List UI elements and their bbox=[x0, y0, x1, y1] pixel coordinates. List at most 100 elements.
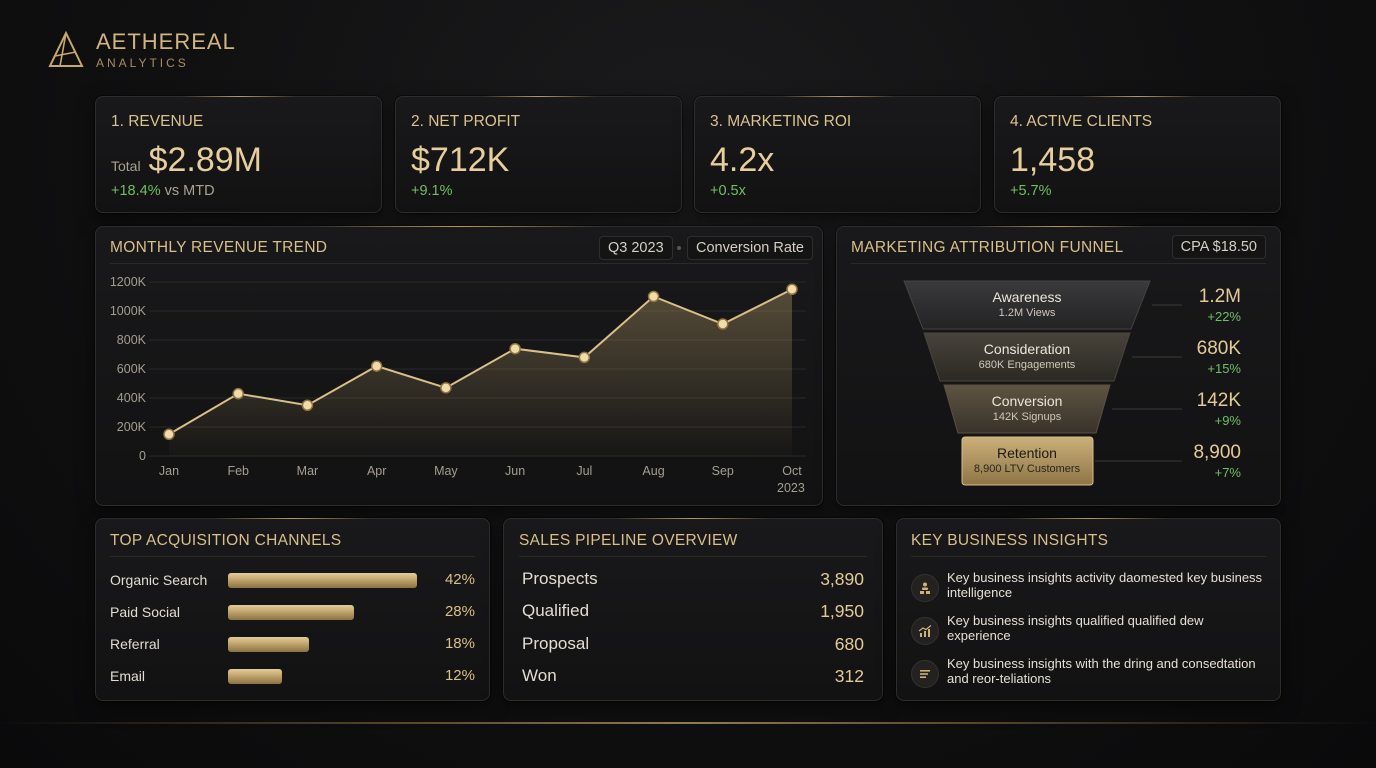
pipeline-stage: Qualified bbox=[522, 601, 590, 620]
channel-bar bbox=[228, 605, 354, 620]
data-point bbox=[301, 399, 314, 411]
funnel-stage-name: Consideration bbox=[983, 341, 1071, 357]
data-point bbox=[232, 387, 244, 400]
data-point bbox=[647, 290, 660, 303]
y-tick-label: 600K bbox=[117, 362, 147, 376]
panel-title: TOP ACQUISITION CHANNELS bbox=[110, 532, 342, 549]
x-axis-year: 2023 bbox=[777, 481, 805, 495]
data-point bbox=[163, 428, 175, 440]
x-tick-label: Apr bbox=[367, 464, 386, 478]
channel-percent: 12% bbox=[444, 667, 475, 684]
x-tick-label: Jan bbox=[159, 464, 179, 478]
data-point bbox=[509, 342, 521, 355]
funnel-stage-name: Conversion bbox=[991, 393, 1063, 409]
funnel-stage-awareness bbox=[903, 280, 1151, 330]
pipeline-row[interactable]: Prospects 3,890 bbox=[522, 569, 864, 593]
funnel-stage-name: Retention bbox=[997, 445, 1057, 461]
y-tick-label: 0 bbox=[139, 449, 146, 463]
series-line bbox=[168, 288, 793, 436]
insight-item[interactable]: Key business insights qualified qualifie… bbox=[911, 613, 1266, 649]
kpi-card-revenue[interactable]: 1. REVENUE Total $2.89M +18.4% vs MTD bbox=[95, 96, 382, 213]
brand-subtitle: ANALYTICS bbox=[96, 56, 189, 70]
kpi-card-net-profit[interactable]: 2. NET PROFIT $712K +9.1% bbox=[395, 96, 682, 213]
channel-row[interactable]: Referral 18% bbox=[110, 634, 475, 654]
panel-divider bbox=[851, 263, 1266, 264]
kpi-value: 4.2x bbox=[710, 141, 775, 179]
pipeline-value: 680 bbox=[834, 634, 864, 654]
panel-title: MARKETING ATTRIBUTION FUNNEL bbox=[851, 239, 1124, 256]
cpa-badge: CPA $18.50 bbox=[1171, 235, 1266, 259]
funnel-label-retention: Retention 8,900 LTV Customers bbox=[947, 445, 1107, 475]
funnel-value-retention: 8,900 +7% bbox=[1151, 442, 1241, 480]
brand-name: AETHEREAL bbox=[96, 29, 236, 54]
funnel-shape bbox=[903, 280, 1182, 486]
decorative-glow-line bbox=[0, 722, 1376, 724]
x-tick-label: Aug bbox=[642, 464, 664, 478]
kpi-card-marketing-roi[interactable]: 3. MARKETING ROI 4.2x +0.5x bbox=[694, 96, 981, 213]
data-point bbox=[578, 351, 591, 364]
channel-row[interactable]: Paid Social 28% bbox=[110, 602, 475, 622]
x-tick-label: Jun bbox=[505, 464, 525, 478]
pipeline-row[interactable]: Won 312 bbox=[522, 666, 864, 690]
people-icon bbox=[911, 574, 939, 602]
x-tick-label: Feb bbox=[227, 464, 249, 478]
brand-logo[interactable]: AETHEREAL ANALYTICS bbox=[46, 30, 236, 70]
pipeline-value: 312 bbox=[834, 666, 864, 686]
funnel-label-consideration: Consideration 680K Engagements bbox=[947, 341, 1107, 371]
y-tick-label: 400K bbox=[117, 391, 147, 405]
funnel-value: 142K bbox=[1196, 390, 1241, 411]
x-tick-label: Jul bbox=[576, 464, 592, 478]
period-selector[interactable]: Q3 2023 bbox=[599, 236, 673, 260]
insight-item[interactable]: Key business insights activity daomested… bbox=[911, 570, 1266, 606]
kpi-label: 4. ACTIVE CLIENTS bbox=[1010, 113, 1153, 130]
acquisition-channels-panel: TOP ACQUISITION CHANNELS Organic Search … bbox=[95, 518, 490, 701]
list-icon bbox=[911, 660, 939, 688]
channel-row[interactable]: Organic Search 42% bbox=[110, 570, 475, 590]
funnel-delta: +9% bbox=[1214, 413, 1241, 428]
panel-divider bbox=[519, 556, 867, 557]
kpi-delta: +18.4% bbox=[111, 183, 161, 199]
funnel-delta: +7% bbox=[1214, 465, 1241, 480]
y-tick-label: 200K bbox=[117, 420, 147, 434]
x-tick-label: Oct bbox=[782, 464, 802, 478]
channel-percent: 18% bbox=[444, 635, 475, 652]
attribution-funnel-panel: MARKETING ATTRIBUTION FUNNEL CPA $18.50 … bbox=[836, 226, 1281, 506]
channel-name: Referral bbox=[110, 636, 160, 652]
insight-item[interactable]: Key business insights with the dring and… bbox=[911, 656, 1266, 692]
pipeline-row[interactable]: Proposal 680 bbox=[522, 634, 864, 658]
channel-row[interactable]: Email 12% bbox=[110, 666, 475, 686]
pipeline-row[interactable]: Qualified 1,950 bbox=[522, 601, 864, 625]
separator-dot bbox=[677, 246, 681, 250]
y-tick-label: 1200K bbox=[110, 275, 147, 289]
channel-percent: 28% bbox=[444, 603, 475, 620]
growth-chart-icon bbox=[911, 617, 939, 645]
data-point bbox=[717, 318, 729, 330]
funnel-value: 680K bbox=[1196, 338, 1241, 359]
funnel-label-awareness: Awareness 1.2M Views bbox=[947, 289, 1107, 319]
y-tick-label: 1000K bbox=[110, 304, 147, 318]
data-point bbox=[370, 360, 383, 372]
funnel-stage-name: Awareness bbox=[992, 289, 1062, 305]
x-tick-label: Sep bbox=[712, 464, 734, 478]
funnel-value-awareness: 1.2M +22% bbox=[1151, 286, 1241, 324]
channel-bar bbox=[228, 669, 282, 684]
metric-selector[interactable]: Conversion Rate bbox=[687, 236, 813, 260]
funnel-stage-sub: 8,900 LTV Customers bbox=[973, 463, 1081, 475]
kpi-card-active-clients[interactable]: 4. ACTIVE CLIENTS 1,458 +5.7% bbox=[994, 96, 1281, 213]
channel-percent: 42% bbox=[444, 571, 475, 588]
pipeline-value: 3,890 bbox=[820, 569, 864, 589]
data-point bbox=[786, 283, 798, 295]
panel-title: KEY BUSINESS INSIGHTS bbox=[911, 532, 1109, 549]
kpi-delta: +9.1% bbox=[411, 183, 453, 199]
kpi-delta: +5.7% bbox=[1010, 183, 1052, 199]
insight-text: Key business insights with the dring and… bbox=[947, 656, 1256, 686]
pipeline-stage: Won bbox=[522, 666, 557, 685]
pipeline-value: 1,950 bbox=[820, 601, 864, 621]
funnel-stage-sub: 142K Signups bbox=[992, 411, 1062, 423]
channel-name: Organic Search bbox=[110, 572, 208, 588]
funnel-value: 8,900 bbox=[1193, 442, 1241, 463]
kpi-value: $712K bbox=[411, 141, 510, 179]
y-tick-label: 800K bbox=[117, 333, 147, 347]
panel-divider bbox=[110, 263, 808, 264]
x-tick-label: May bbox=[434, 464, 458, 478]
